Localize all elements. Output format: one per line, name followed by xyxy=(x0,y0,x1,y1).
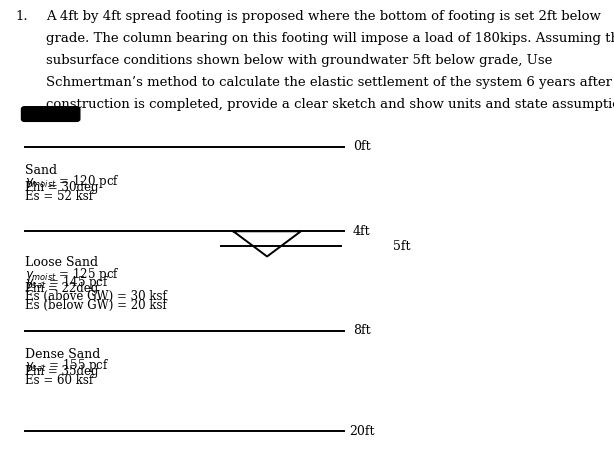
Text: Phi = 30deg: Phi = 30deg xyxy=(25,181,98,194)
Text: Loose Sand: Loose Sand xyxy=(25,256,98,269)
Text: 20ft: 20ft xyxy=(349,425,375,438)
Text: Es = 60 ksf: Es = 60 ksf xyxy=(25,374,93,387)
Text: $\gamma_{moist}$ = 125 pcf: $\gamma_{moist}$ = 125 pcf xyxy=(25,266,119,283)
Text: A 4ft by 4ft spread footing is proposed where the bottom of footing is set 2ft b: A 4ft by 4ft spread footing is proposed … xyxy=(46,10,601,23)
Text: $\gamma_{sat}$ = 155 pcf: $\gamma_{sat}$ = 155 pcf xyxy=(25,357,109,374)
Text: Schmertman’s method to calculate the elastic settlement of the system 6 years af: Schmertman’s method to calculate the ela… xyxy=(46,76,612,89)
Text: Dense Sand: Dense Sand xyxy=(25,348,100,361)
Text: $\gamma_{sat}$ = 145 pcf: $\gamma_{sat}$ = 145 pcf xyxy=(25,274,109,291)
Text: Phi = 35deg: Phi = 35deg xyxy=(25,365,98,378)
Text: 4ft: 4ft xyxy=(353,225,371,238)
Text: 0ft: 0ft xyxy=(353,140,371,153)
Text: Phi = 22deg: Phi = 22deg xyxy=(25,282,98,295)
Text: Es = 52 ksf: Es = 52 ksf xyxy=(25,190,93,202)
Text: 8ft: 8ft xyxy=(353,324,371,337)
Text: $\gamma_{moist}$ = 120 pcf: $\gamma_{moist}$ = 120 pcf xyxy=(25,173,119,190)
FancyBboxPatch shape xyxy=(21,107,80,121)
Text: Sand: Sand xyxy=(25,164,56,177)
Text: 1.: 1. xyxy=(15,10,28,23)
Text: grade. The column bearing on this footing will impose a load of 180kips. Assumin: grade. The column bearing on this footin… xyxy=(46,32,614,45)
Text: 5ft: 5ft xyxy=(393,240,411,253)
Text: Es (above GW) = 30 ksf: Es (above GW) = 30 ksf xyxy=(25,290,166,303)
Text: construction is completed, provide a clear sketch and show units and state assum: construction is completed, provide a cle… xyxy=(46,98,614,111)
Text: subsurface conditions shown below with groundwater 5ft below grade, Use: subsurface conditions shown below with g… xyxy=(46,54,553,67)
Text: Es (below GW) = 20 ksf: Es (below GW) = 20 ksf xyxy=(25,299,166,311)
